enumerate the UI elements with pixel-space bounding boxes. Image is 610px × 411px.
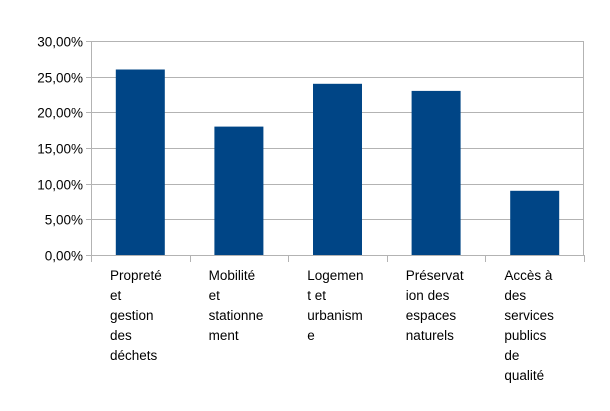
axes: [86, 41, 585, 262]
x-tick-label: Propreté et gestion des déchets: [110, 268, 162, 363]
y-tick-label: 20,00%: [37, 106, 83, 121]
y-tick-label: 15,00%: [37, 142, 83, 157]
bar: [313, 83, 362, 255]
bar: [411, 90, 461, 256]
x-tick-label: Préservat ion des espaces naturels: [406, 268, 464, 343]
y-tick-label: 0,00%: [45, 249, 83, 264]
x-tick-label: Mobilité et stationne ment: [209, 268, 264, 343]
y-axis-tick-labels: 0,00% 5,00% 10,00% 15,00% 20,00% 25,00% 30,00%: [37, 35, 83, 264]
y-tick-label: 5,00%: [45, 213, 83, 228]
bar: [115, 69, 165, 255]
y-tick-label: 10,00%: [37, 178, 83, 193]
y-tick-label: 30,00%: [37, 35, 83, 50]
x-tick-label: Accès à des services publics de qualité: [504, 268, 554, 383]
bar: [214, 126, 264, 255]
y-tick-label: 25,00%: [37, 71, 83, 86]
x-axis-tick-labels: Propreté et gestion des déchets Mobilité et sta…: [110, 268, 554, 383]
bar: [510, 190, 560, 255]
bars: [115, 69, 560, 256]
x-tick-label: Logemen t et urbanism e: [307, 268, 363, 343]
